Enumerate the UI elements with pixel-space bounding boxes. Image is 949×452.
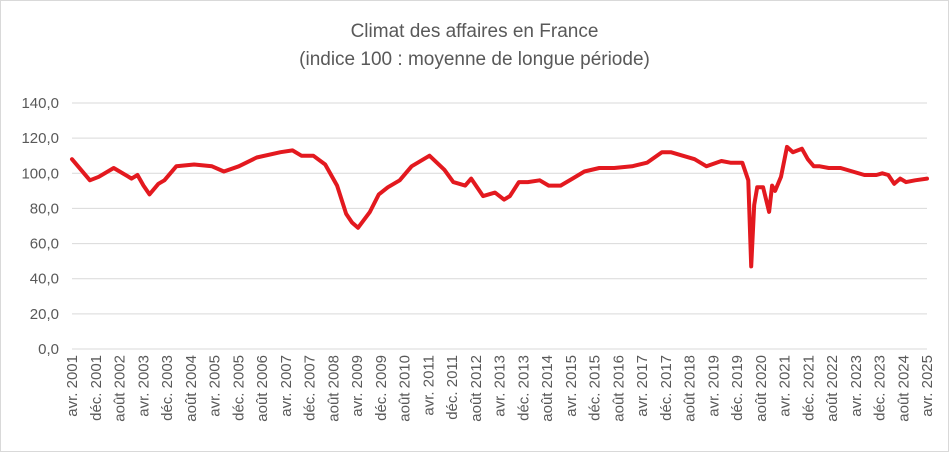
x-tick-label: déc. 2019 — [729, 355, 746, 421]
x-tick-label: avr. 2025 — [919, 355, 936, 417]
x-tick-label: août 2022 — [824, 355, 841, 422]
x-tick-label: avr. 2017 — [634, 355, 651, 417]
x-tick-label: avr. 2001 — [64, 355, 81, 417]
x-tick-label: août 2002 — [112, 355, 129, 422]
x-tick-label: avr. 2007 — [278, 355, 295, 417]
x-tick-label: août 2010 — [397, 355, 414, 422]
series-lines — [70, 144, 929, 269]
x-tick-label: août 2008 — [325, 355, 342, 422]
y-tick-label: 20,0 — [30, 306, 59, 323]
chart-title: Climat des affaires en France — [350, 21, 599, 42]
y-axis-ticks: 0,0 20,0 40,0 60,0 80,0 100,0 120,0 140,0 — [21, 95, 59, 358]
x-tick-label: août 2024 — [895, 355, 912, 422]
x-tick-label: avr. 2015 — [563, 355, 580, 417]
x-tick-label: déc. 2015 — [587, 355, 604, 421]
x-tick-label: déc. 2023 — [872, 355, 889, 421]
y-tick-label: 80,0 — [30, 200, 59, 217]
y-tick-label: 120,0 — [21, 130, 59, 147]
x-tick-label: déc. 2013 — [515, 355, 532, 421]
x-tick-label: déc. 2001 — [88, 355, 105, 421]
y-tick-label: 140,0 — [21, 95, 59, 112]
x-tick-label: avr. 2013 — [492, 355, 509, 417]
x-tick-label: avr. 2021 — [777, 355, 794, 417]
x-tick-label: avr. 2009 — [349, 355, 366, 417]
chart-subtitle: (indice 100 : moyenne de longue période) — [299, 49, 650, 70]
x-tick-label: avr. 2003 — [135, 355, 152, 417]
x-tick-label: août 2006 — [254, 355, 271, 422]
x-tick-label: août 2020 — [753, 355, 770, 422]
x-tick-label: avr. 2023 — [848, 355, 865, 417]
x-tick-label: août 2016 — [610, 355, 627, 422]
x-tick-label: déc. 2021 — [800, 355, 817, 421]
series-line — [70, 144, 929, 269]
x-axis-ticks: avr. 2001 déc. 2001 août 2002 avr. 2003 déc.… — [64, 355, 936, 422]
x-tick-label: avr. 2019 — [705, 355, 722, 417]
x-tick-label: avr. 2011 — [420, 355, 437, 416]
x-tick-label: déc. 2007 — [302, 355, 319, 421]
x-tick-label: août 2004 — [183, 355, 200, 422]
gridlines — [72, 102, 927, 350]
x-tick-label: déc. 2017 — [658, 355, 675, 421]
y-tick-label: 0,0 — [38, 341, 59, 358]
y-tick-label: 60,0 — [30, 236, 59, 253]
y-tick-label: 100,0 — [21, 165, 59, 182]
x-tick-label: avr. 2005 — [207, 355, 224, 417]
x-tick-label: août 2018 — [682, 355, 699, 422]
x-tick-label: déc. 2011 — [444, 355, 461, 420]
x-tick-label: août 2014 — [539, 355, 556, 422]
x-tick-label: août 2012 — [468, 355, 485, 422]
x-tick-label: déc. 2003 — [159, 355, 176, 421]
x-tick-label: déc. 2005 — [230, 355, 247, 421]
x-tick-label: déc. 2009 — [373, 355, 390, 421]
y-tick-label: 40,0 — [30, 271, 59, 288]
